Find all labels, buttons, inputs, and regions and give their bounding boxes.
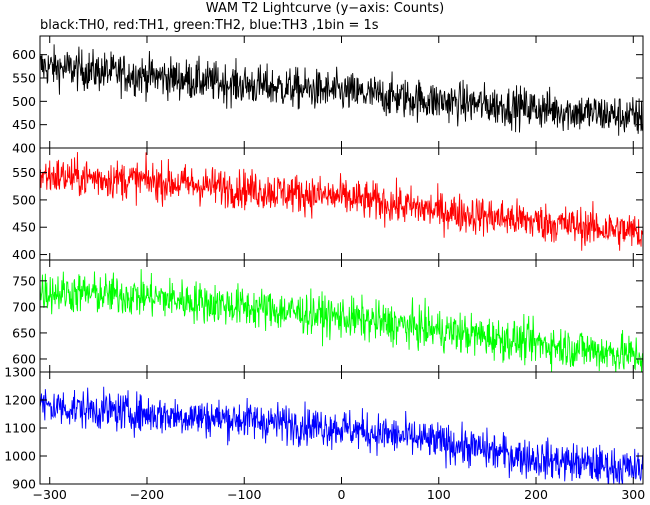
y-tick-label: 600 [12,351,36,366]
y-tick-label: 500 [12,94,36,109]
y-tick-label: 400 [12,141,36,156]
x-tick-label: −300 [33,487,67,502]
y-tick-label: 1200 [4,393,36,408]
y-tick-label: 1100 [4,421,36,436]
y-tick-label: 700 [12,299,36,314]
panels-group: 400 450 500 550 600 400 450 500 550 600 650 700 750 9… [4,35,644,492]
chart-subtitle: black:TH0, red:TH1, green:TH2, blue:TH3 … [40,18,379,33]
x-tick-label: −200 [130,487,164,502]
panel-1: 400 450 500 550 [12,147,644,262]
y-tick-label: 450 [12,220,36,235]
x-tick-label: 200 [524,487,548,502]
x-tick-label: 0 [338,487,346,502]
y-tick-label: 600 [12,47,36,62]
y-tick-label: 550 [12,165,36,180]
y-tick-label: 550 [12,71,36,86]
series-line-1 [40,152,643,251]
panel-3: 900 1000 1100 1200 1300 [4,365,644,492]
series-line-3 [40,386,643,484]
panel-frame [39,35,644,149]
chart-title: WAM T2 Lightcurve (y−axis: Counts) [205,1,445,16]
x-tick-label: 100 [427,487,451,502]
y-tick-label: 1300 [4,365,36,380]
panel-2: 600 650 700 750 [12,259,644,373]
series-line-0 [40,44,643,136]
y-tick-label: 1000 [4,449,36,464]
x-tick-label: −100 [227,487,261,502]
series-line-2 [40,269,643,372]
y-tick-label: 450 [12,117,36,132]
panel-frame [39,147,644,261]
panel-0: 400 450 500 550 600 [12,35,644,156]
y-tick-label: 650 [12,325,36,340]
y-tick-label: 750 [12,273,36,288]
y-tick-label: 400 [12,247,36,262]
y-tick-label: 900 [12,477,36,492]
x-axis: −300 −200 −100 0 100 200 300 [33,487,646,502]
x-tick-label: 300 [621,487,645,502]
y-tick-label: 500 [12,192,36,207]
